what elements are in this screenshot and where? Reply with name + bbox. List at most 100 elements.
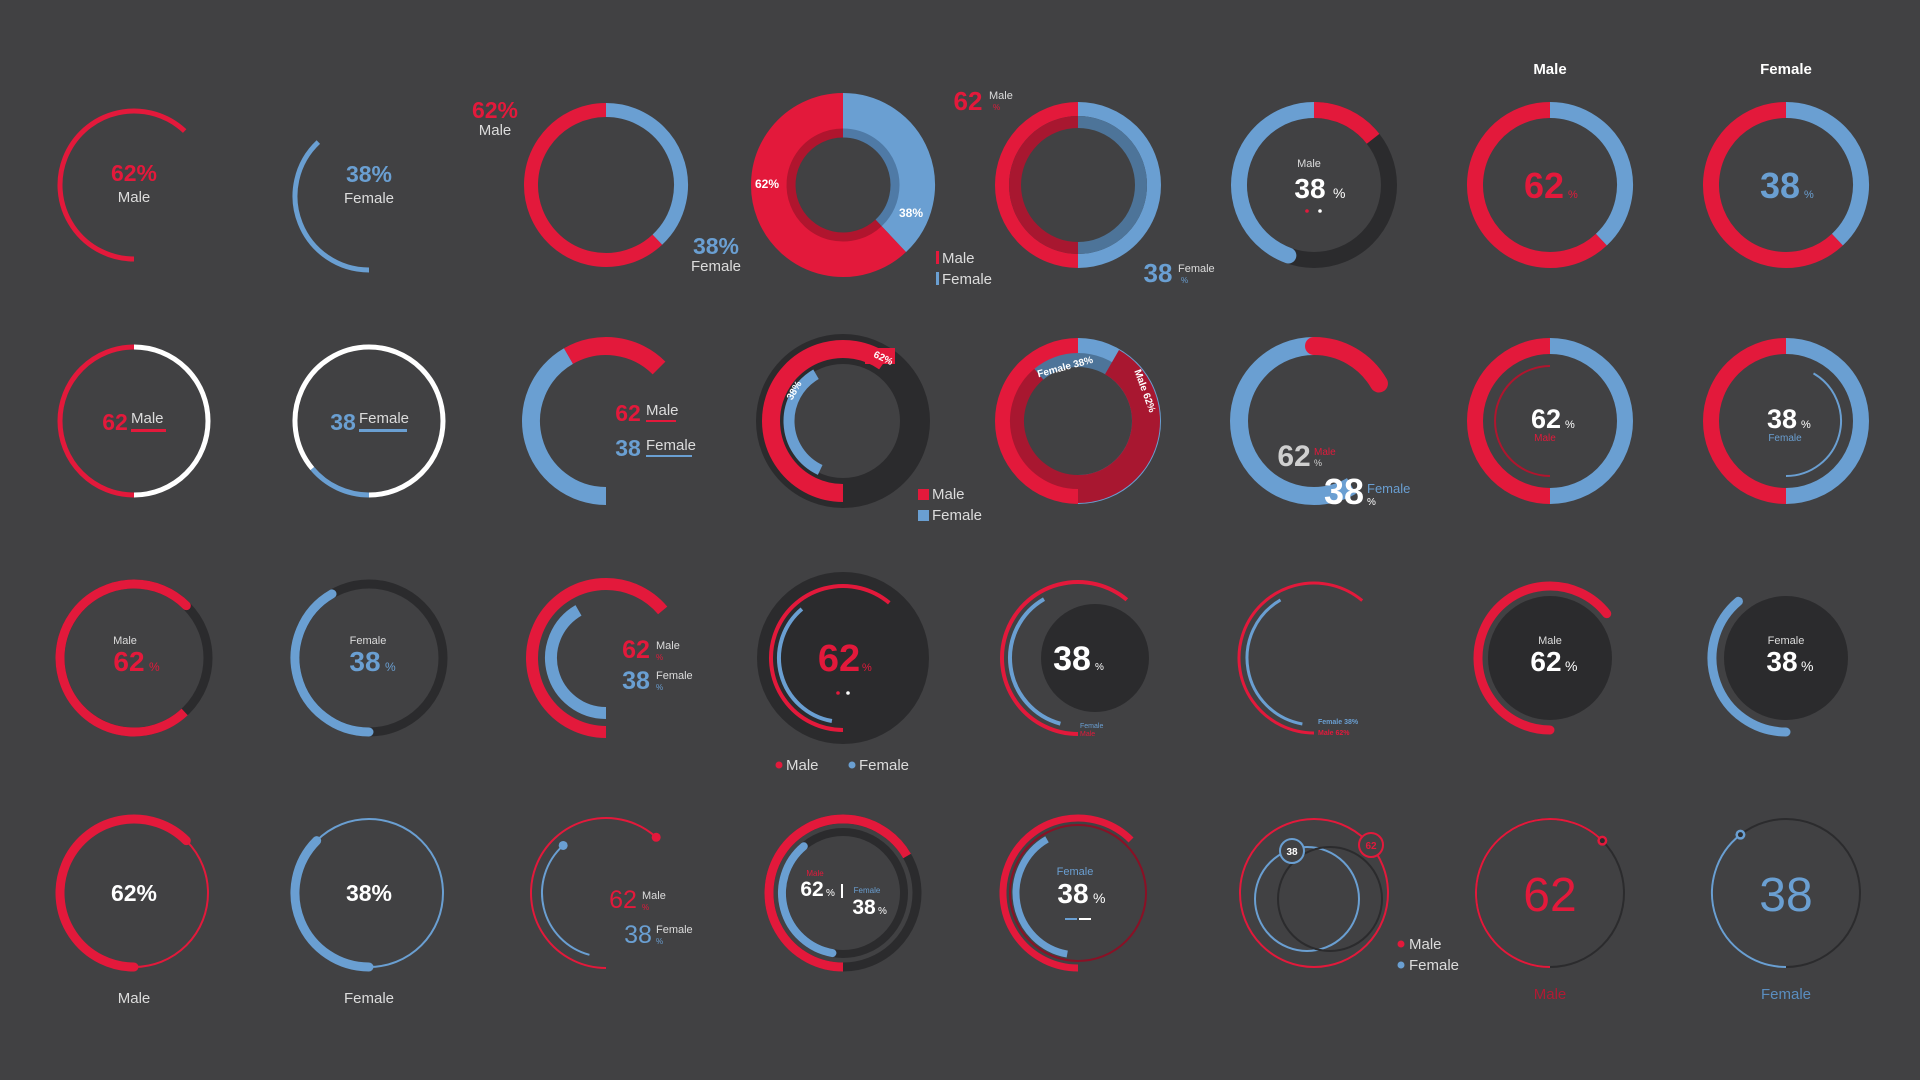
legend-female-label: Female — [1409, 957, 1459, 974]
divider — [841, 884, 843, 898]
female-label: Female — [1178, 263, 1215, 275]
below-label: Male — [118, 990, 151, 1007]
female-arc-long — [1231, 102, 1322, 264]
chart-2: 38% Female — [292, 140, 394, 273]
male-segment — [751, 93, 906, 277]
legend-female-label: Female — [942, 271, 992, 288]
dash-female — [1065, 918, 1077, 920]
male-end-dot-core — [1599, 838, 1605, 844]
male-outer-arc — [999, 814, 1134, 972]
female-segment — [310, 466, 370, 498]
male-arc — [530, 817, 657, 969]
male-inner-segment — [1010, 368, 1079, 489]
center-label: Female — [1057, 866, 1094, 878]
female-label: Female — [1080, 723, 1103, 730]
dark-disc — [1488, 596, 1612, 720]
dark-disc — [757, 572, 929, 744]
female-unit: % — [656, 937, 663, 946]
below-label: Female — [344, 990, 394, 1007]
center-unit: % — [1333, 185, 1345, 201]
inner-female-arc — [1785, 372, 1842, 477]
center-label: Female — [1768, 433, 1802, 444]
female-label: Female — [646, 437, 696, 454]
center-unit: % — [1801, 658, 1813, 674]
legend-male-label: Male — [942, 250, 975, 267]
male-arc — [57, 108, 187, 262]
female-label: Female — [1367, 481, 1410, 496]
male-unit: % — [656, 653, 663, 662]
male-arc — [55, 579, 188, 737]
legend-female-dot — [848, 761, 856, 769]
inner-ring — [1009, 824, 1147, 962]
column-heading: Female — [1760, 61, 1812, 78]
male-label: Male — [479, 122, 512, 139]
legend-male-label: Male — [932, 486, 965, 503]
female-inner-arc — [783, 369, 823, 475]
female-arc — [292, 140, 370, 273]
male-label: Male — [131, 410, 164, 427]
center-num: 38 — [1053, 640, 1091, 678]
dot-female — [1318, 209, 1322, 213]
male-segment — [1703, 338, 1787, 504]
female-num: 38 — [1144, 258, 1173, 288]
center-unit: % — [862, 662, 872, 674]
center-unit: % — [1804, 189, 1814, 201]
chart-10: 38 Female — [292, 344, 446, 498]
male-label: Male — [646, 402, 679, 419]
chart-9: 62 Male — [57, 344, 211, 498]
legend-female-dot — [1397, 961, 1405, 969]
chart-16: 38 % Female — [1703, 338, 1869, 504]
male-bubble-bg — [1359, 833, 1383, 857]
white-segment — [368, 344, 446, 498]
male-arc — [769, 584, 891, 732]
male-arc — [1237, 581, 1364, 735]
chart-13: Female 38%Male 62% — [995, 338, 1161, 504]
legend-female-label: Female — [932, 507, 982, 524]
below-label: Female — [1761, 986, 1811, 1003]
male-label: Male — [1314, 447, 1336, 458]
center-num: 38 — [1057, 878, 1088, 909]
male-side-band — [1077, 349, 1160, 503]
chart-32: 38 Female — [1711, 818, 1861, 1003]
center-num: 38 — [349, 646, 380, 677]
center-num: 62 — [1524, 165, 1564, 206]
female-segment — [842, 93, 935, 253]
chart-26: 38% Female — [290, 818, 444, 1007]
center-unit: % — [385, 660, 396, 674]
dot-male — [1305, 209, 1309, 213]
male-arc — [1305, 337, 1388, 393]
dark-disc — [1041, 604, 1149, 712]
female-segment — [1785, 102, 1869, 246]
center-pct: 38% — [346, 880, 392, 906]
male-unit: % — [826, 888, 835, 899]
female-bubble-num: 38 — [1286, 847, 1298, 858]
male-pct-label: 62% — [472, 97, 518, 123]
dark-disc — [1724, 596, 1848, 720]
center-num: 38 — [1767, 404, 1797, 434]
legend-female-swatch — [936, 272, 939, 285]
center-unit: % — [1565, 419, 1575, 431]
female-arc — [290, 836, 374, 972]
male-bubble — [1358, 832, 1384, 858]
male-outer-ring — [1239, 818, 1389, 968]
female-label: Female — [344, 190, 394, 207]
female-num: 38 — [624, 921, 652, 949]
chart-27: 62 Male% 38 Female% — [530, 817, 693, 969]
legend-female-swatch — [918, 510, 929, 521]
female-inner-arc — [778, 842, 837, 958]
male-segment — [1703, 102, 1843, 268]
female-inner-segment — [1034, 353, 1079, 380]
male-arc — [564, 337, 666, 375]
chart-30: 38 62 Male Female — [1239, 818, 1459, 974]
white-segment-2 — [292, 344, 370, 471]
legend-male-dot — [1397, 940, 1405, 948]
female-pct-label: 38% — [346, 161, 392, 187]
chart-19: 62 Male% 38 Female% — [526, 578, 693, 738]
female-underline — [646, 455, 692, 457]
dot-female — [846, 691, 850, 695]
center-unit: % — [1568, 189, 1578, 201]
chart-4: 62% 38% Male Female — [751, 93, 992, 288]
inner-male-arc — [1494, 365, 1551, 477]
